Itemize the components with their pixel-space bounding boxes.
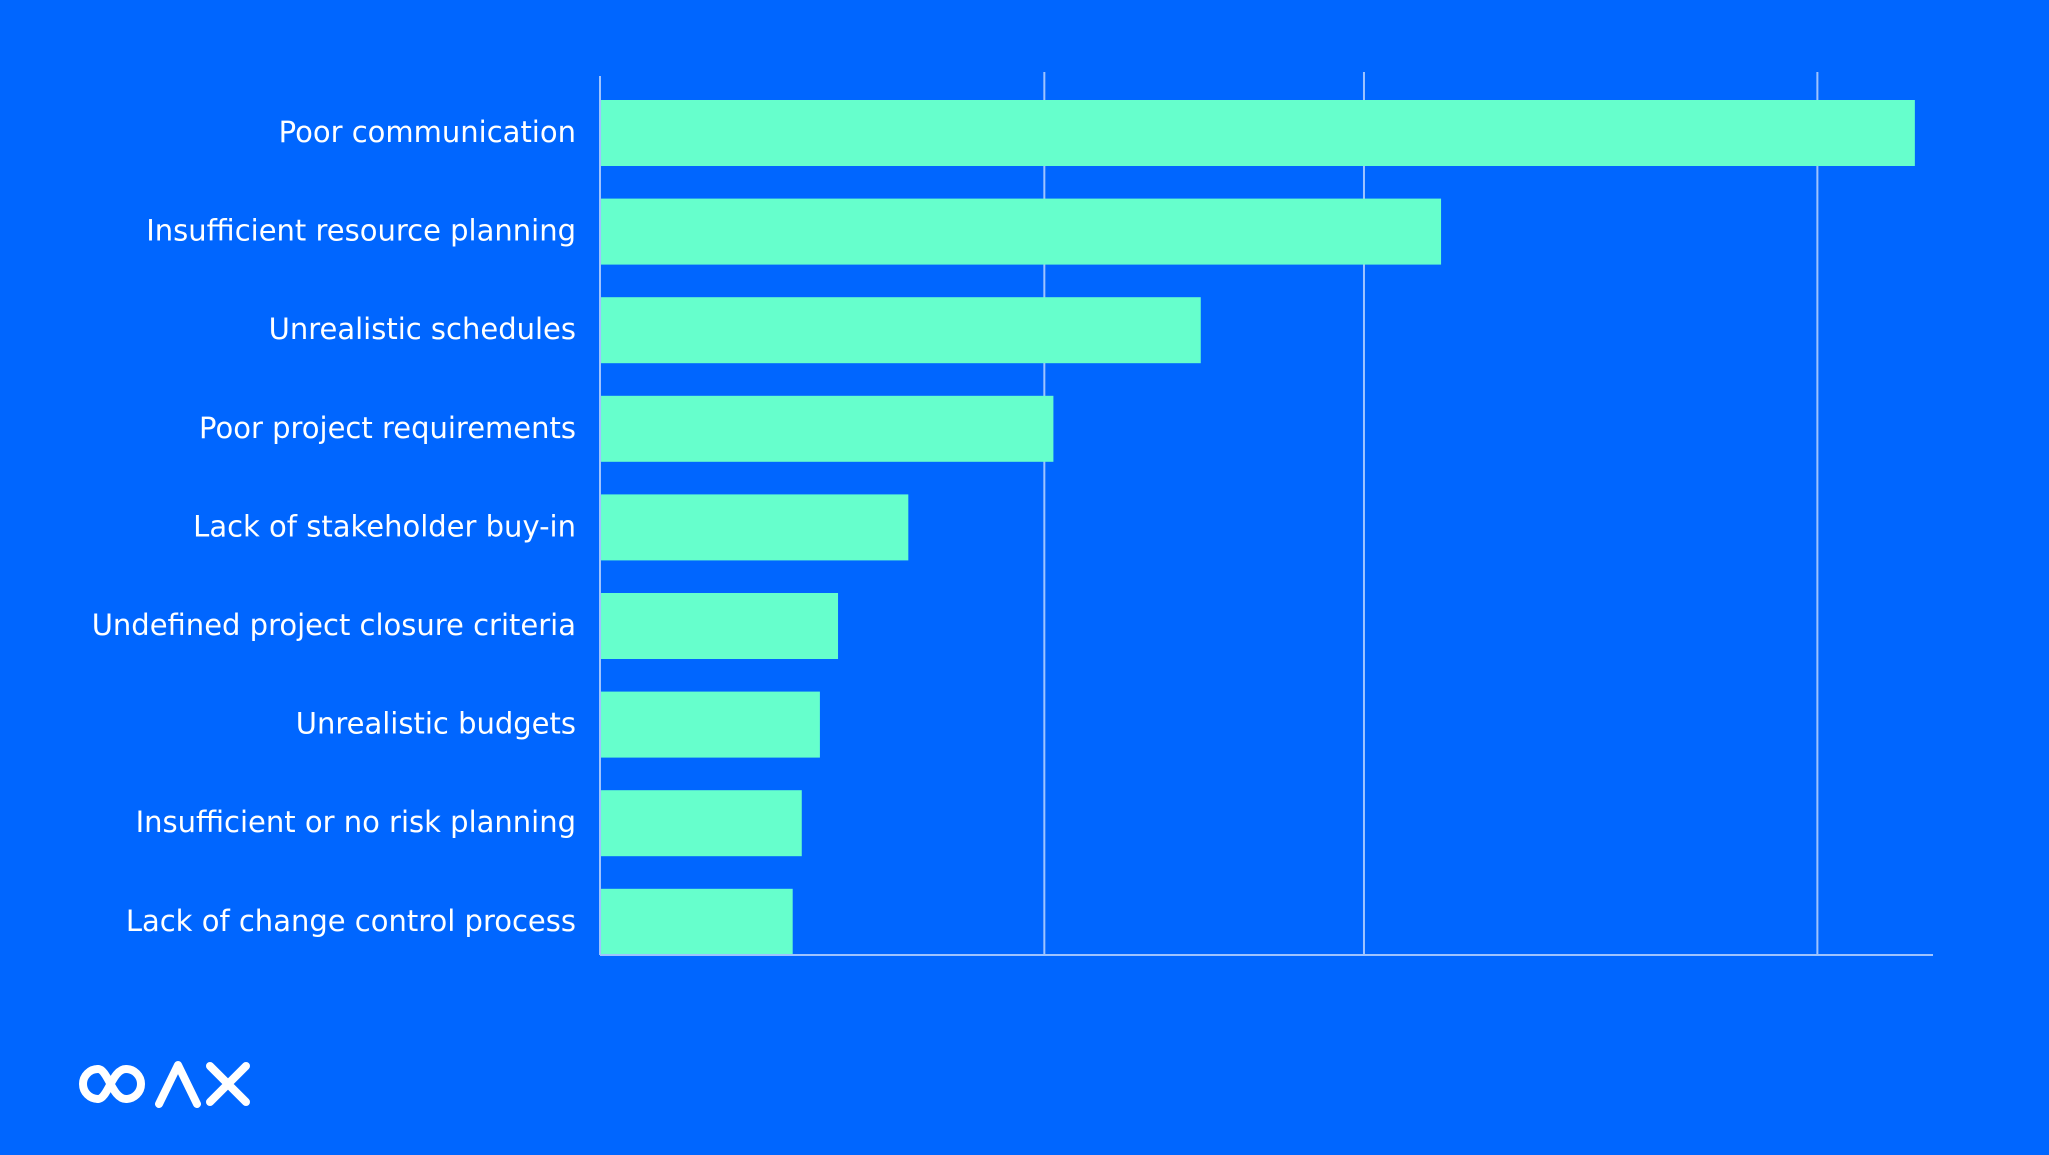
bar-8: [600, 790, 802, 857]
bar-6: [600, 593, 839, 659]
category-label-9: Lack of change control process: [126, 904, 576, 938]
coax-logo-icon: [79, 1061, 250, 1108]
category-label-6: Undefined project closure criteria: [92, 608, 576, 642]
bars: [600, 100, 1915, 955]
bar-3: [600, 297, 1201, 364]
bar-7: [600, 691, 820, 758]
bar-5: [600, 494, 909, 561]
bar-9: [600, 888, 793, 955]
bar-1: [600, 100, 1915, 166]
category-label-4: Poor project requirements: [199, 411, 576, 445]
category-label-3: Unrealistic schedules: [269, 312, 576, 346]
bar-4: [600, 395, 1054, 462]
category-label-1: Poor communication: [279, 115, 576, 149]
category-labels: Poor communication Insufficient resource …: [92, 115, 576, 938]
category-label-7: Unrealistic budgets: [296, 707, 576, 741]
category-label-2: Insufficient resource planning: [146, 214, 576, 248]
bar-2: [600, 198, 1442, 265]
category-label-5: Lack of stakeholder buy-in: [193, 509, 576, 543]
category-label-8: Insufficient or no risk planning: [136, 805, 576, 839]
axes: [599, 76, 1933, 956]
